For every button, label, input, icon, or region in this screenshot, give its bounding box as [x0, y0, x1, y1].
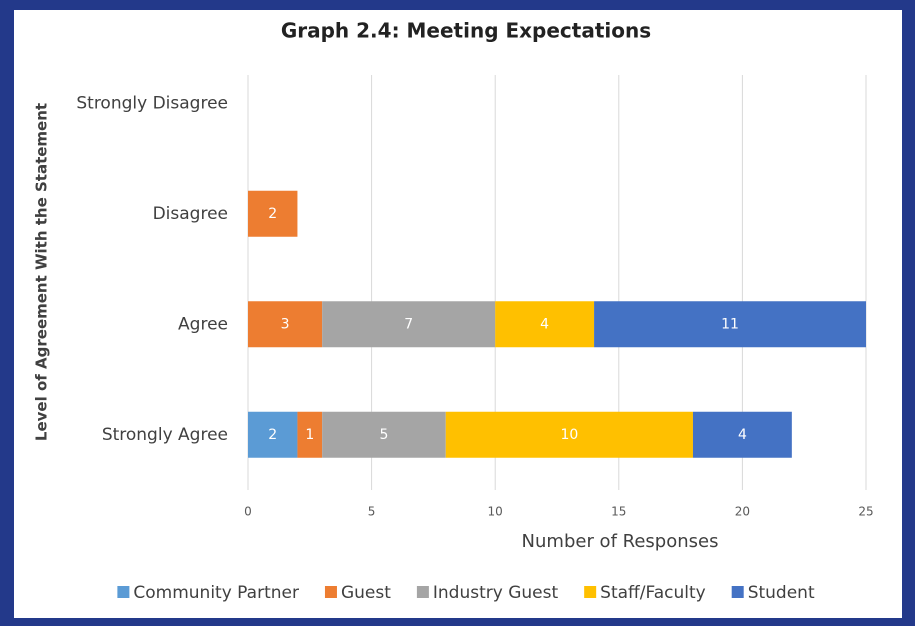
- data-label: 5: [379, 427, 388, 443]
- bar-segment: [322, 411, 446, 458]
- legend-label: Student: [748, 583, 815, 603]
- data-label: 1: [305, 427, 314, 443]
- x-tick-label: 10: [488, 505, 503, 519]
- bar-segment: [248, 411, 298, 458]
- bar-segment: [248, 190, 298, 237]
- y-tick-label: Strongly Agree: [102, 425, 228, 445]
- data-label: 4: [540, 316, 549, 332]
- bar-segment: [495, 301, 595, 348]
- data-label: 7: [404, 316, 413, 332]
- y-tick-label: Disagree: [153, 204, 228, 224]
- bar-segment: [322, 301, 496, 348]
- data-label: 11: [721, 316, 739, 332]
- chart-title: Graph 2.4: Meeting Expectations: [281, 19, 651, 43]
- bar-segment: [594, 301, 866, 348]
- bar-segment: [692, 411, 792, 458]
- bar-segment: [248, 301, 323, 348]
- x-tick-label: 15: [611, 505, 626, 519]
- legend-swatch: [731, 586, 744, 598]
- x-tick-label: 20: [735, 505, 750, 519]
- data-label: 10: [560, 427, 578, 443]
- legend-label: Industry Guest: [433, 583, 559, 603]
- legend-label: Community Partner: [133, 583, 299, 603]
- legend-swatch: [584, 586, 597, 598]
- legend-label: Staff/Faculty: [600, 583, 706, 603]
- legend-swatch: [416, 586, 429, 598]
- data-label: 2: [268, 427, 277, 443]
- data-label: 3: [281, 316, 290, 332]
- data-label: 2: [268, 206, 277, 222]
- legend-swatch: [117, 586, 130, 598]
- data-label: 4: [738, 427, 747, 443]
- y-axis-title: Level of Agreement With the Statement: [33, 103, 51, 441]
- legend-label: Guest: [341, 583, 391, 603]
- y-tick-label: Strongly Disagree: [76, 93, 228, 113]
- x-tick-label: 25: [858, 505, 873, 519]
- bar-segment: [297, 411, 323, 458]
- bar-segment: [445, 411, 693, 458]
- legend-swatch: [324, 586, 337, 598]
- y-tick-label: Agree: [178, 314, 228, 334]
- x-axis-title: Number of Responses: [522, 531, 719, 552]
- x-tick-label: 0: [244, 505, 252, 519]
- x-tick-label: 5: [368, 505, 376, 519]
